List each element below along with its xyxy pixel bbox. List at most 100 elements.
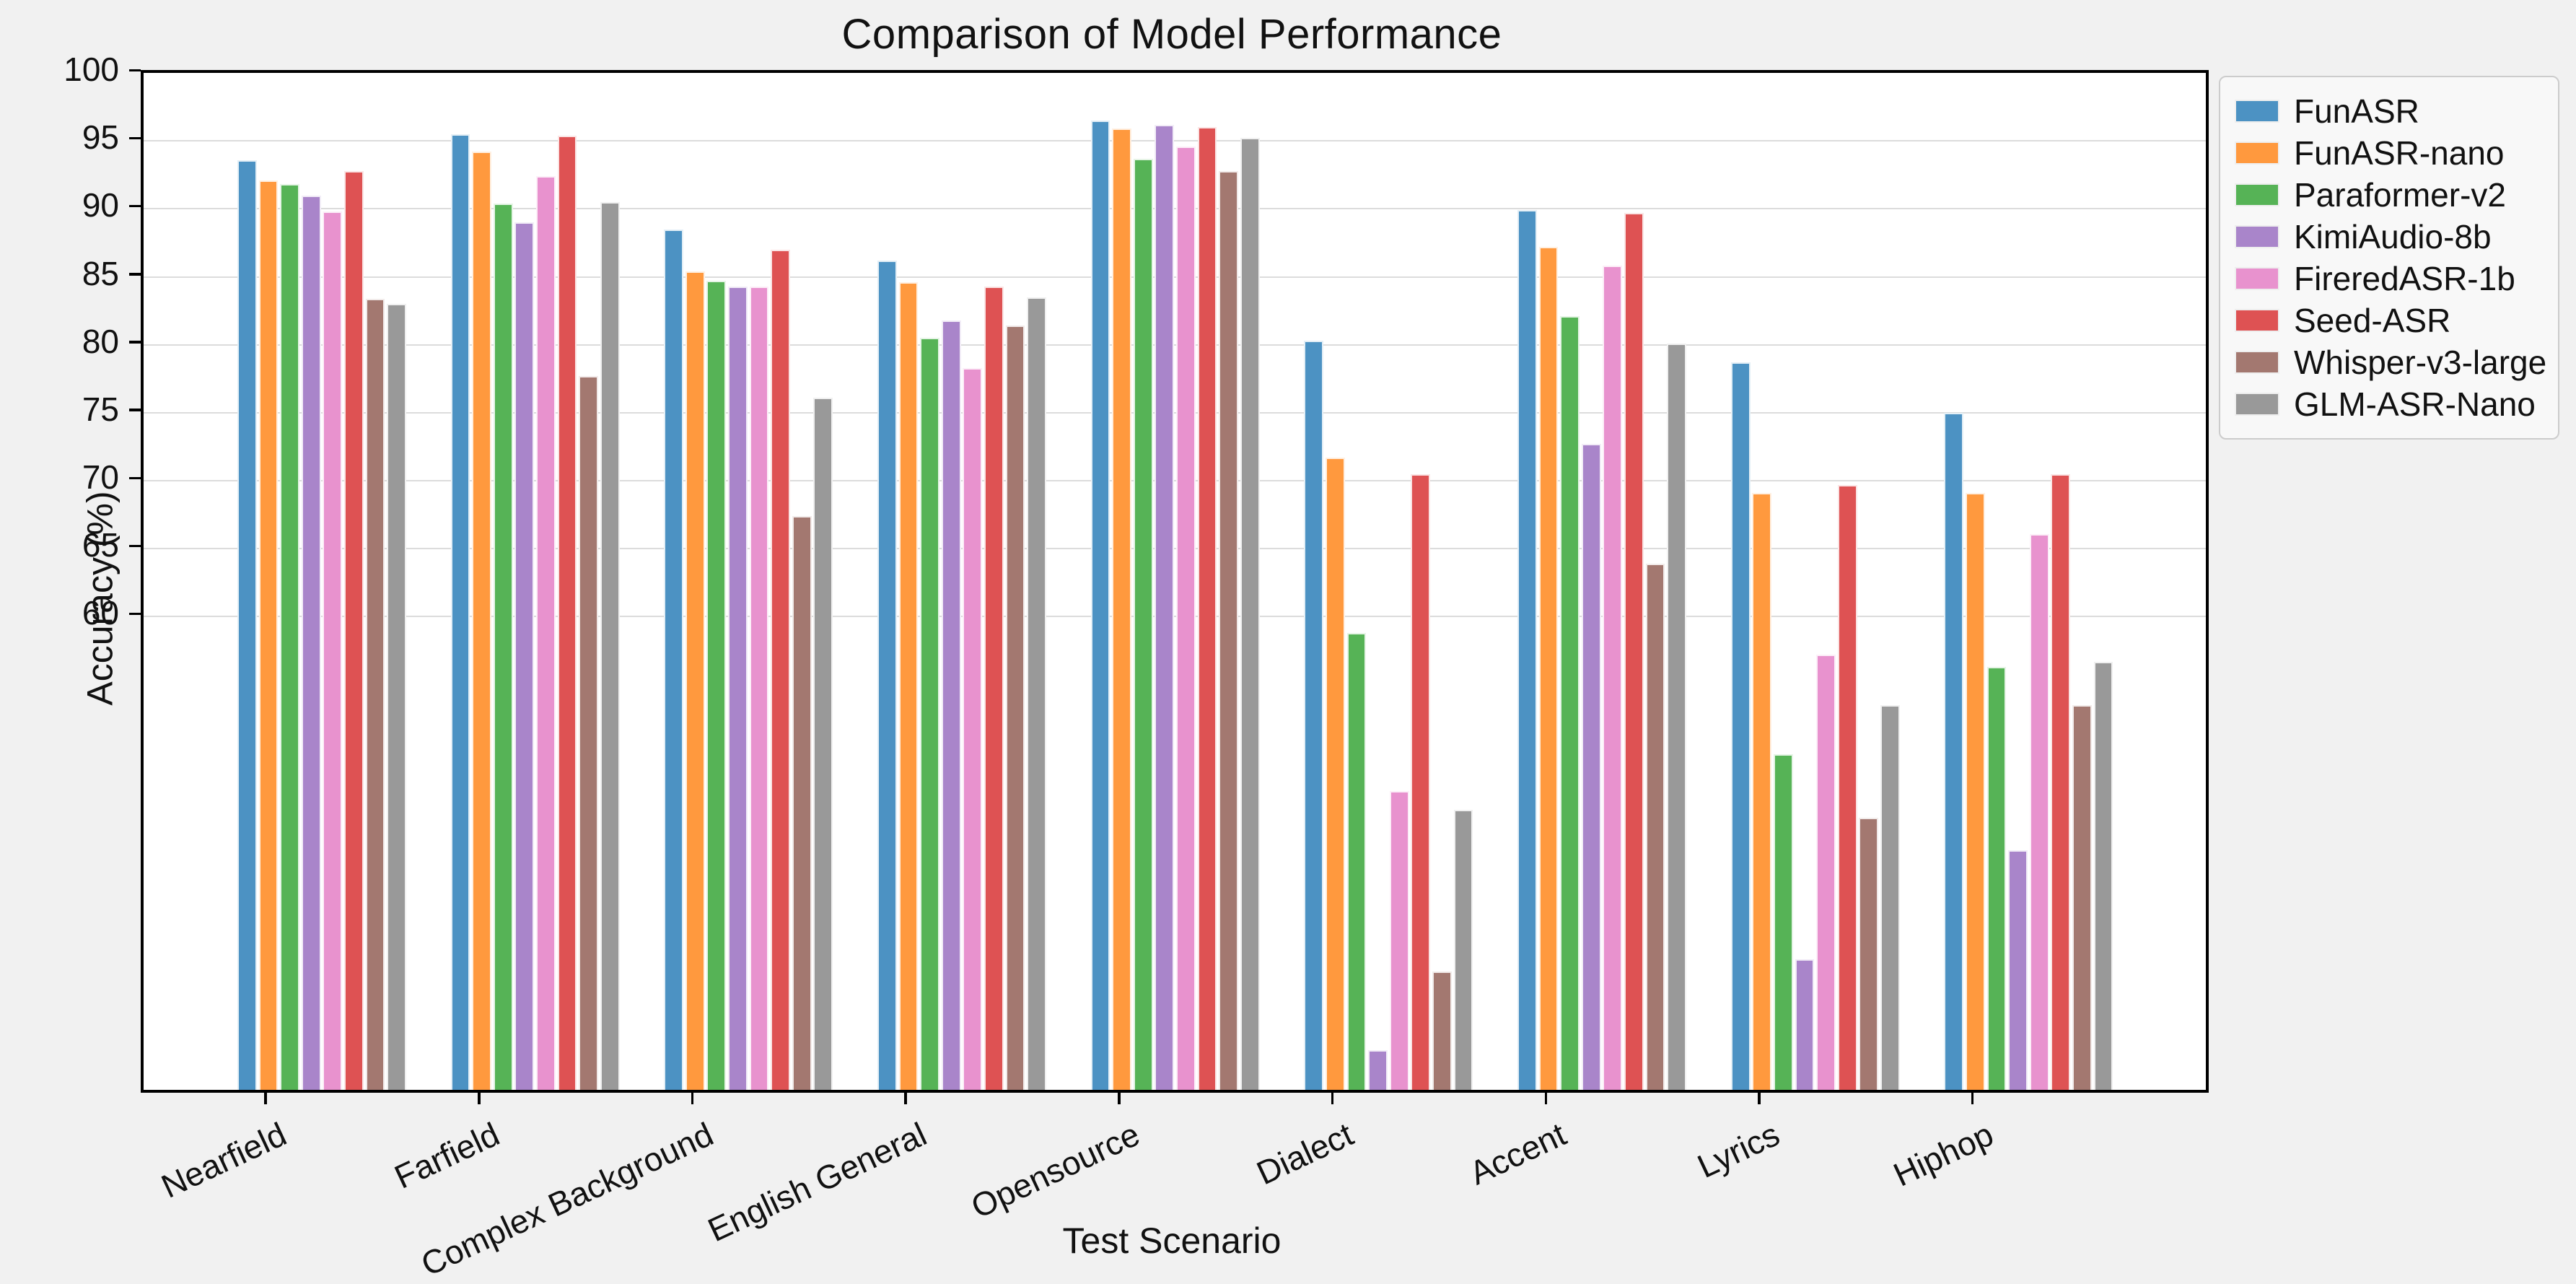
bar-glm-asr-nano bbox=[600, 201, 620, 1090]
bar-glm-asr-nano bbox=[387, 304, 406, 1090]
y-tick-label: 95 bbox=[82, 118, 119, 157]
bar-kimiaudio-8b bbox=[728, 286, 748, 1090]
bar-funasr-nano bbox=[1966, 493, 1985, 1090]
x-axis-label: Test Scenario bbox=[1062, 1220, 1282, 1261]
legend-label: FunASR-nano bbox=[2294, 134, 2505, 172]
bar-funasr-nano bbox=[1112, 128, 1132, 1090]
legend-item: GLM-ASR-Nano bbox=[2235, 383, 2544, 425]
x-tick-mark bbox=[1331, 1093, 1334, 1104]
bar-funasr-nano bbox=[472, 152, 491, 1090]
bar-seed-asr bbox=[343, 170, 364, 1090]
y-tick-mark bbox=[129, 204, 141, 208]
bar-paraformer-v2 bbox=[1346, 633, 1367, 1090]
x-tick-label: Accent bbox=[1464, 1114, 1572, 1192]
x-tick-mark bbox=[1971, 1093, 1974, 1104]
bar-funasr-nano bbox=[1325, 458, 1345, 1090]
bar-funasr bbox=[237, 160, 257, 1090]
bar-funasr bbox=[1730, 362, 1751, 1090]
y-tick-mark bbox=[129, 544, 141, 548]
y-tick-mark bbox=[129, 136, 141, 140]
legend-swatch bbox=[2235, 100, 2279, 123]
legend-item: KimiAudio-8b bbox=[2235, 216, 2544, 258]
bar-funasr-nano bbox=[898, 282, 919, 1090]
x-tick-label: Farfield bbox=[389, 1114, 506, 1196]
x-tick-mark bbox=[1544, 1093, 1548, 1104]
bar-whisper-v3-large bbox=[1859, 818, 1879, 1090]
y-tick-mark bbox=[129, 341, 141, 344]
y-tick-label: 75 bbox=[82, 390, 119, 428]
bar-kimiaudio-8b bbox=[2008, 850, 2028, 1090]
bar-seed-asr bbox=[1837, 484, 1857, 1090]
gridline bbox=[144, 480, 2206, 482]
x-tick-label: Hiphop bbox=[1887, 1114, 1999, 1194]
legend-label: FunASR bbox=[2294, 92, 2419, 130]
bar-whisper-v3-large bbox=[1219, 170, 1239, 1090]
bar-whisper-v3-large bbox=[579, 376, 598, 1090]
bar-seed-asr bbox=[557, 135, 577, 1090]
bar-fireredasr-1b bbox=[2029, 533, 2049, 1090]
bar-funasr-nano bbox=[258, 180, 279, 1090]
bar-kimiaudio-8b bbox=[301, 195, 321, 1090]
y-tick-label: 80 bbox=[82, 322, 119, 360]
bar-glm-asr-nano bbox=[1240, 138, 1260, 1090]
bar-funasr-nano bbox=[685, 271, 705, 1090]
plot-area bbox=[141, 70, 2209, 1093]
legend-label: FireredASR-1b bbox=[2294, 260, 2515, 297]
bar-kimiaudio-8b bbox=[1581, 444, 1601, 1090]
bar-fireredasr-1b bbox=[749, 286, 769, 1090]
legend-item: FunASR-nano bbox=[2235, 132, 2544, 174]
bar-paraformer-v2 bbox=[1560, 316, 1580, 1090]
bar-seed-asr bbox=[771, 249, 791, 1090]
legend-swatch bbox=[2235, 267, 2279, 290]
x-tick-label: Nearfield bbox=[155, 1114, 292, 1205]
gridline bbox=[144, 616, 2206, 618]
y-tick-mark bbox=[129, 476, 141, 480]
bar-paraformer-v2 bbox=[1133, 158, 1153, 1090]
bar-seed-asr bbox=[983, 286, 1004, 1090]
bar-glm-asr-nano bbox=[1027, 297, 1046, 1090]
bar-fireredasr-1b bbox=[1176, 146, 1196, 1090]
y-tick-label: 85 bbox=[82, 254, 119, 292]
legend-swatch bbox=[2235, 225, 2279, 248]
legend-item: FireredASR-1b bbox=[2235, 258, 2544, 300]
bar-glm-asr-nano bbox=[813, 398, 833, 1090]
x-tick-mark bbox=[1758, 1093, 1761, 1104]
legend-swatch bbox=[2235, 141, 2279, 165]
y-tick-mark bbox=[129, 409, 141, 411]
y-tick-label: 65 bbox=[82, 526, 119, 564]
y-tick-mark bbox=[129, 612, 141, 616]
bar-funasr bbox=[877, 260, 897, 1090]
gridline bbox=[144, 411, 2206, 414]
y-tick-label: 90 bbox=[82, 186, 119, 224]
bar-fireredasr-1b bbox=[963, 367, 983, 1090]
bar-glm-asr-nano bbox=[2093, 661, 2113, 1090]
bar-glm-asr-nano bbox=[1453, 809, 1473, 1090]
x-tick-mark bbox=[1118, 1093, 1121, 1104]
x-tick-label: Opensource bbox=[965, 1114, 1146, 1226]
bar-fireredasr-1b bbox=[1389, 790, 1409, 1090]
bar-kimiaudio-8b bbox=[1795, 959, 1815, 1090]
bar-fireredasr-1b bbox=[535, 176, 556, 1090]
bar-kimiaudio-8b bbox=[1368, 1050, 1388, 1090]
gridline bbox=[144, 548, 2206, 550]
bar-whisper-v3-large bbox=[792, 516, 812, 1090]
bar-paraformer-v2 bbox=[493, 203, 513, 1090]
bar-kimiaudio-8b bbox=[514, 222, 535, 1090]
bar-whisper-v3-large bbox=[365, 298, 385, 1090]
gridline bbox=[144, 140, 2206, 142]
legend-label: Whisper-v3-large bbox=[2294, 344, 2547, 381]
bar-funasr bbox=[1090, 120, 1110, 1090]
bar-seed-asr bbox=[1624, 213, 1644, 1090]
bar-glm-asr-nano bbox=[1667, 343, 1687, 1090]
legend-swatch bbox=[2235, 183, 2279, 206]
bar-paraformer-v2 bbox=[280, 184, 299, 1090]
legend: FunASR FunASR-nano Paraformer-v2 KimiAudio-… bbox=[2219, 76, 2559, 440]
y-tick-mark bbox=[129, 69, 141, 71]
y-tick-label: 100 bbox=[63, 51, 119, 88]
bar-funasr-nano bbox=[1752, 493, 1772, 1090]
x-tick-mark bbox=[904, 1093, 907, 1104]
x-tick-label: Lyrics bbox=[1691, 1114, 1786, 1186]
bar-funasr bbox=[450, 134, 470, 1090]
legend-swatch bbox=[2235, 351, 2279, 374]
bar-paraformer-v2 bbox=[920, 338, 939, 1090]
